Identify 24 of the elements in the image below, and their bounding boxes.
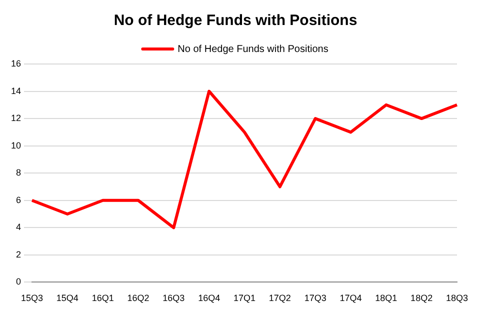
x-tick-label: 16Q1 [92, 293, 114, 304]
y-tick-label: 12 [10, 113, 22, 124]
x-tick-label: 17Q4 [340, 293, 362, 304]
y-tick-label: 6 [16, 194, 22, 205]
x-tick-label: 16Q3 [162, 293, 185, 304]
x-tick-label: 18Q2 [410, 293, 433, 304]
x-tick-label: 17Q3 [304, 293, 326, 304]
y-tick-label: 2 [16, 249, 22, 260]
x-tick-label: 16Q2 [127, 293, 150, 304]
x-tick-label: 15Q4 [56, 293, 78, 304]
y-tick-label: 0 [16, 276, 22, 287]
x-tick-label: 17Q1 [233, 293, 256, 304]
chart-title: No of Hedge Funds with Positions [114, 12, 358, 30]
x-tick-label: 16Q4 [198, 293, 220, 304]
x-tick-label: 17Q2 [268, 293, 291, 304]
x-tick-label: 18Q1 [375, 293, 398, 304]
legend-label: No of Hedge Funds with Positions [178, 44, 328, 55]
y-tick-label: 16 [10, 58, 22, 68]
y-tick-label: 8 [16, 168, 22, 178]
x-tick-label: 15Q3 [20, 293, 44, 304]
y-tick-label: 4 [16, 222, 22, 232]
y-tick-label: 14 [10, 86, 22, 96]
x-tick-label: 18Q3 [446, 293, 468, 304]
y-tick-label: 10 [10, 140, 22, 150]
